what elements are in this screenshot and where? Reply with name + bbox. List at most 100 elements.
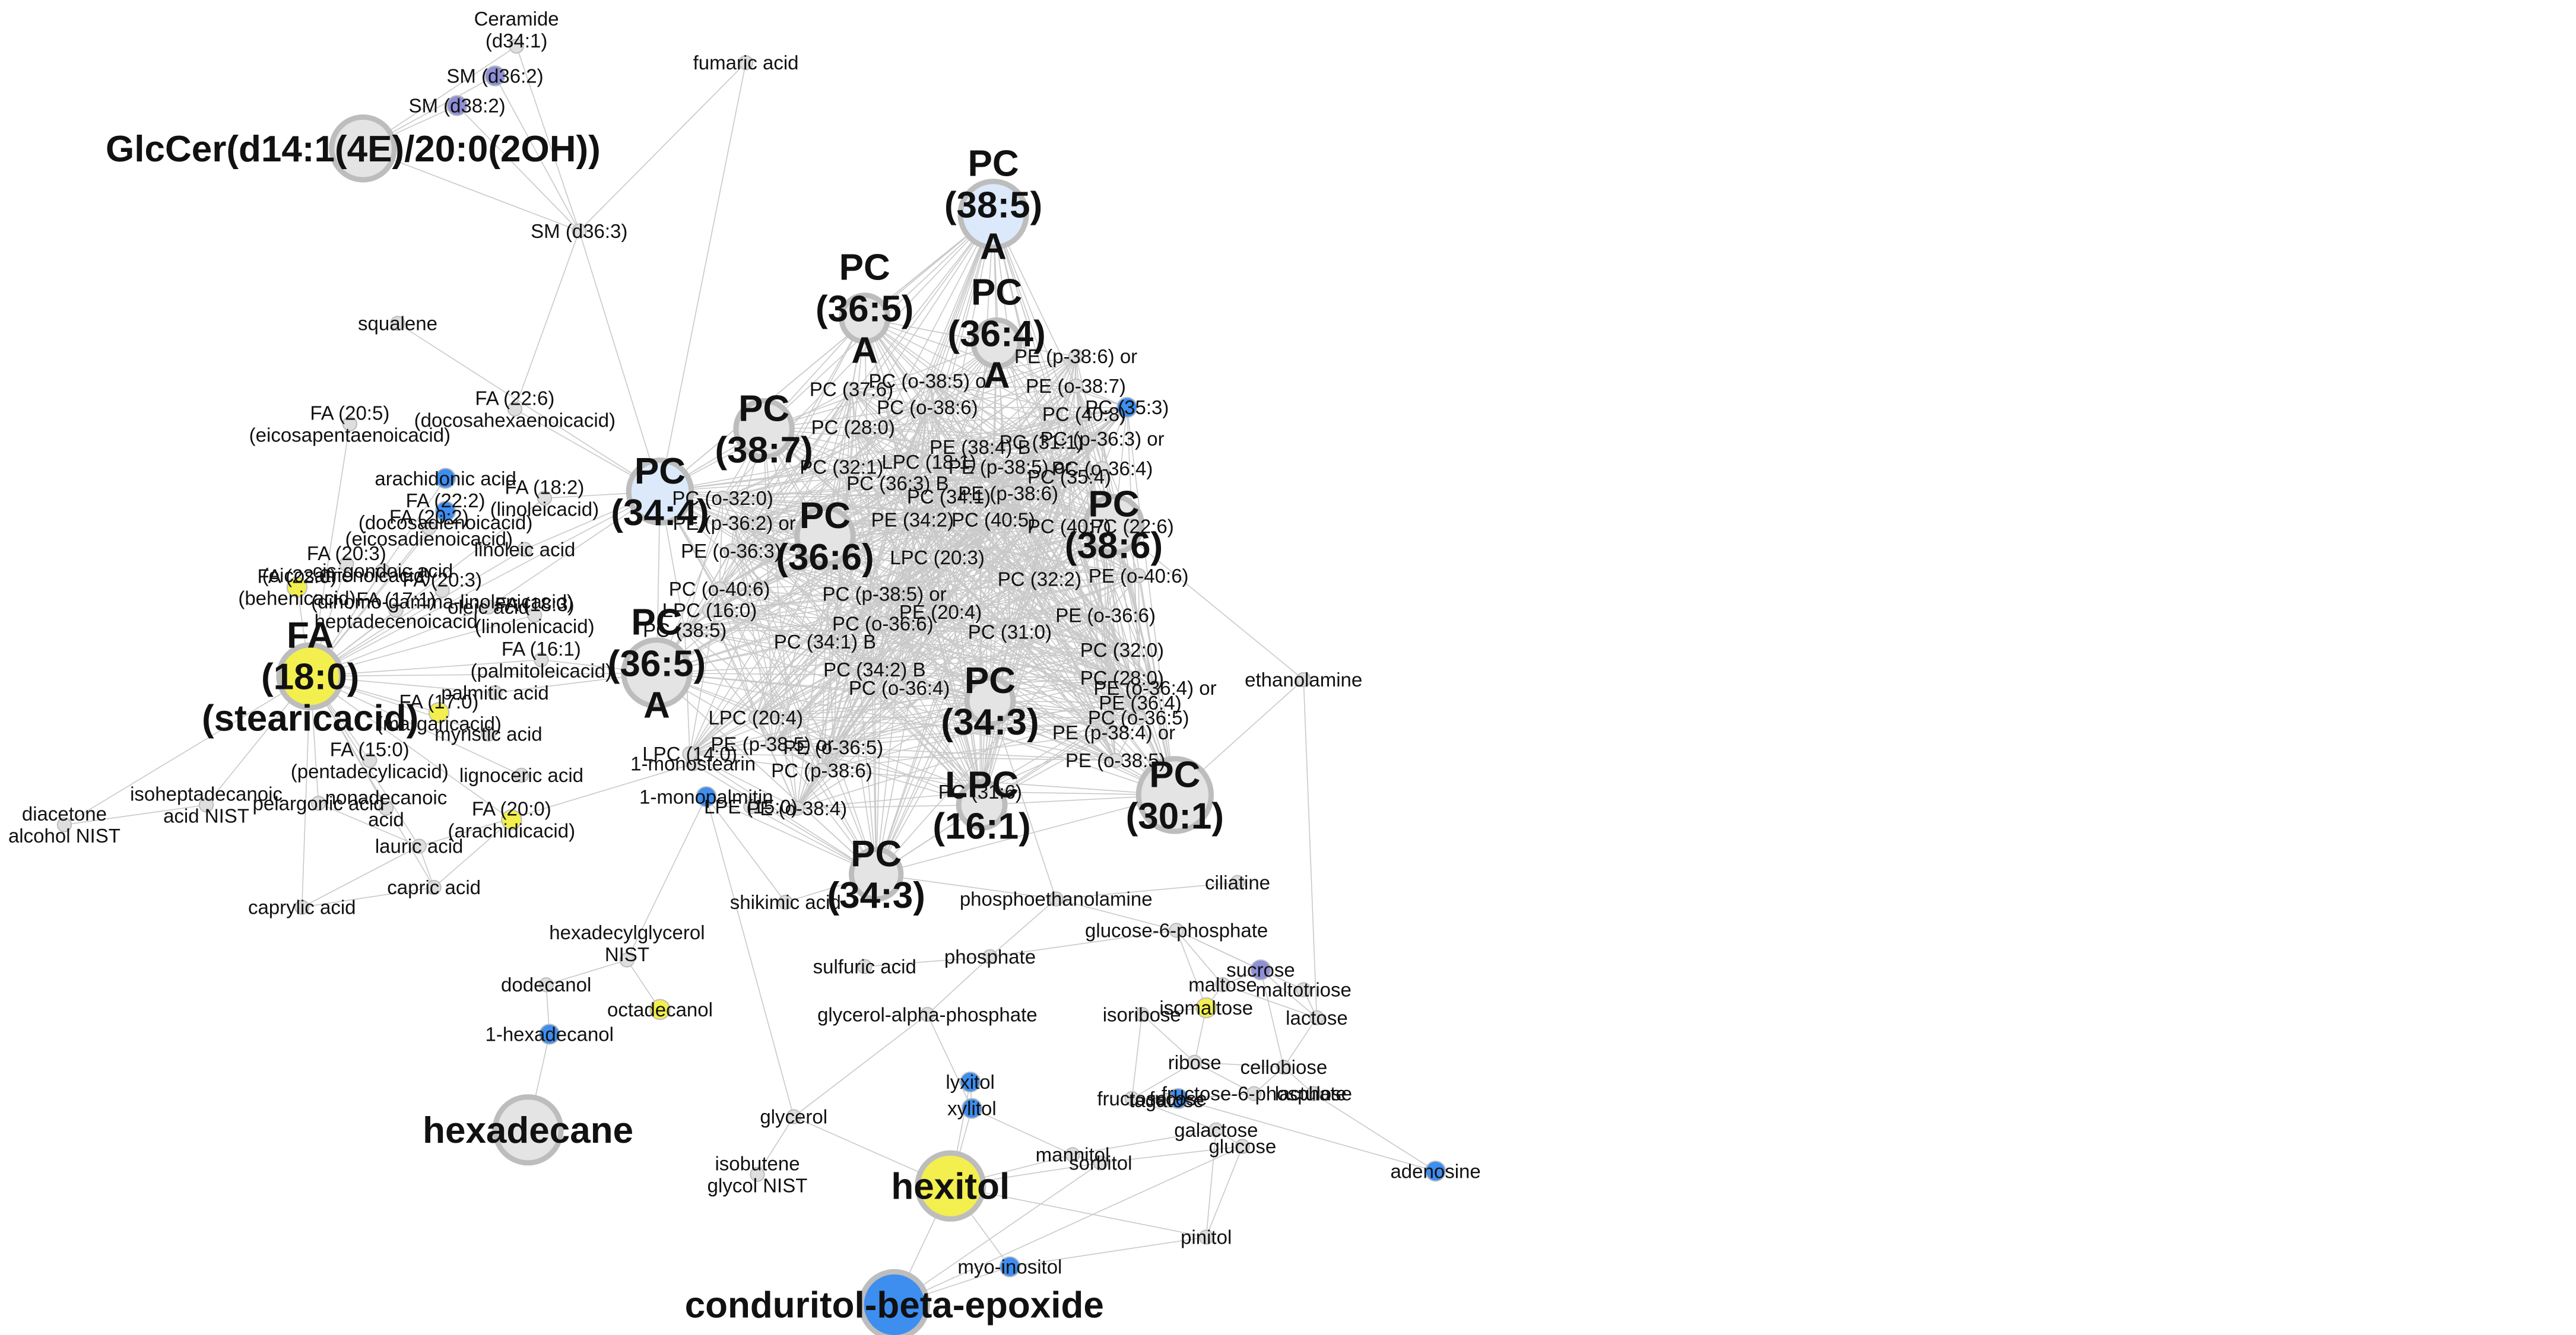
node-fumaric[interactable]	[738, 55, 754, 71]
node-mannitol[interactable]	[1065, 1147, 1080, 1162]
node-xylitol[interactable]	[961, 1098, 983, 1119]
node-c29[interactable]	[1032, 571, 1048, 587]
node-pc343a[interactable]	[964, 675, 1016, 727]
node-glucose[interactable]	[1235, 1139, 1251, 1154]
node-c02[interactable]	[1068, 378, 1084, 394]
node-maltose[interactable]	[1215, 977, 1230, 993]
node-fa226[interactable]	[507, 401, 523, 417]
node-c19[interactable]	[1000, 485, 1016, 501]
node-c07[interactable]	[919, 399, 935, 415]
node-lpe150[interactable]	[743, 799, 759, 815]
node-lpc161[interactable]	[956, 779, 1008, 831]
node-glccer[interactable]	[329, 114, 397, 183]
node-phosphoeth[interactable]	[1048, 891, 1064, 907]
node-c20[interactable]	[715, 490, 731, 506]
node-c09[interactable]	[1095, 431, 1110, 447]
node-pc344[interactable]	[626, 457, 694, 526]
node-sorbitol[interactable]	[1093, 1155, 1108, 1171]
node-c12[interactable]	[1033, 434, 1049, 450]
node-fa200[interactable]	[501, 809, 522, 831]
node-ciliatine[interactable]	[1230, 875, 1245, 890]
node-sm362[interactable]	[484, 65, 506, 87]
node-c52[interactable]	[682, 746, 697, 762]
node-c21[interactable]	[905, 512, 921, 527]
node-pc385[interactable]	[957, 179, 1029, 250]
node-c36[interactable]	[677, 622, 693, 638]
node-c26[interactable]	[723, 543, 739, 559]
node-c41[interactable]	[892, 680, 907, 695]
node-pc364[interactable]	[970, 317, 1023, 369]
node-c04[interactable]	[1076, 406, 1092, 422]
node-fa203a[interactable]	[339, 557, 354, 572]
node-linoleic[interactable]	[517, 542, 532, 557]
node-shikimic[interactable]	[778, 894, 793, 910]
node-phosphate[interactable]	[982, 949, 998, 965]
node-c47[interactable]	[1106, 724, 1122, 740]
node-c31[interactable]	[702, 602, 718, 618]
node-lauric[interactable]	[411, 838, 427, 854]
node-g3p[interactable]	[919, 1007, 935, 1022]
node-glycerol[interactable]	[786, 1109, 801, 1124]
node-c05[interactable]	[923, 373, 938, 389]
node-c35[interactable]	[1002, 624, 1018, 640]
node-arach[interactable]	[434, 468, 456, 489]
node-pelargonic[interactable]	[310, 796, 326, 811]
node-palmitic[interactable]	[487, 685, 503, 701]
node-myoinositol[interactable]	[999, 1256, 1021, 1277]
node-c06[interactable]	[843, 382, 859, 397]
node-g6p[interactable]	[1169, 923, 1184, 938]
node-cisgon[interactable]	[375, 563, 391, 578]
node-monopalmitin[interactable]	[696, 786, 717, 808]
node-pinitol[interactable]	[1198, 1229, 1214, 1245]
node-pc301[interactable]	[1135, 756, 1214, 834]
node-diacetone[interactable]	[56, 817, 72, 832]
node-hexitol[interactable]	[915, 1150, 986, 1222]
node-dodecanol[interactable]	[538, 977, 554, 993]
node-c25[interactable]	[727, 515, 742, 530]
node-c18[interactable]	[941, 489, 957, 504]
node-conduritol[interactable]	[858, 1269, 930, 1335]
node-nonadec[interactable]	[378, 800, 394, 816]
node-sucrose[interactable]	[1250, 959, 1271, 981]
node-lactulose[interactable]	[1306, 1086, 1321, 1101]
node-c08[interactable]	[845, 419, 861, 435]
node-cellobiose[interactable]	[1276, 1059, 1292, 1075]
node-c32[interactable]	[877, 586, 892, 602]
node-hexadecane[interactable]	[492, 1094, 564, 1166]
node-sm382[interactable]	[446, 95, 468, 116]
node-fa180[interactable]	[276, 642, 344, 711]
node-fructose[interactable]	[1124, 1091, 1140, 1107]
node-pc366b[interactable]	[794, 505, 856, 567]
node-hexglycerol[interactable]	[619, 952, 635, 968]
node-c39[interactable]	[1114, 642, 1130, 657]
node-ethanolamine[interactable]	[1296, 672, 1311, 688]
node-oleic[interactable]	[481, 599, 496, 615]
node-fa170[interactable]	[428, 702, 450, 723]
node-c01[interactable]	[1068, 348, 1084, 364]
node-lactose[interactable]	[1309, 1010, 1325, 1025]
node-ceramide[interactable]	[509, 39, 524, 54]
node-c03[interactable]	[1116, 396, 1138, 418]
node-fa150[interactable]	[362, 752, 377, 768]
node-isoribose[interactable]	[1134, 1007, 1150, 1022]
node-c11[interactable]	[972, 439, 988, 455]
node-c14[interactable]	[921, 454, 937, 470]
node-fa220[interactable]	[286, 577, 308, 598]
node-isobutene[interactable]	[750, 1166, 765, 1183]
node-c28[interactable]	[929, 549, 945, 565]
node-c10[interactable]	[1095, 460, 1110, 476]
node-c54[interactable]	[972, 784, 988, 800]
node-isohept[interactable]	[198, 797, 214, 813]
node-c27[interactable]	[1131, 568, 1146, 583]
node-c30[interactable]	[712, 581, 727, 597]
node-hexadecanol[interactable]	[539, 1024, 560, 1045]
node-c48[interactable]	[1108, 752, 1123, 768]
node-c50[interactable]	[764, 736, 780, 752]
node-c53[interactable]	[789, 800, 805, 816]
node-fa182[interactable]	[537, 490, 553, 506]
node-c24[interactable]	[1124, 519, 1140, 534]
node-c22[interactable]	[985, 512, 1001, 527]
node-fa161[interactable]	[534, 652, 549, 668]
node-c17[interactable]	[890, 475, 905, 491]
node-c34[interactable]	[875, 616, 890, 631]
